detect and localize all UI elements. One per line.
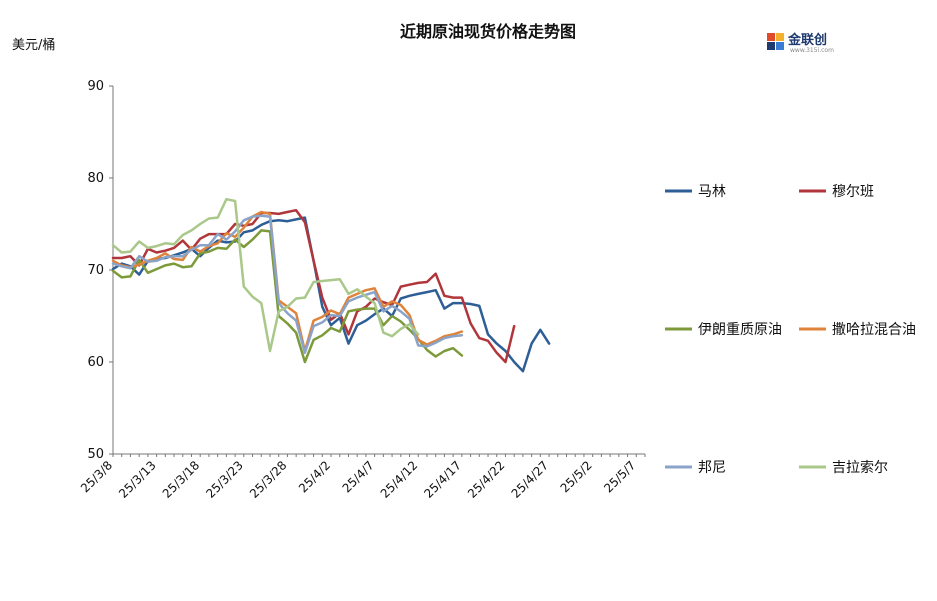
- logo-mark-blue: [767, 42, 775, 50]
- x-tick-label: 25/4/2: [296, 458, 333, 495]
- series-line: [111, 208, 516, 364]
- logo-mark-red: [767, 33, 775, 41]
- legend-label: 吉拉索尔: [832, 459, 888, 476]
- x-tick-label: 25/3/8: [78, 458, 115, 495]
- legend-label: 伊朗重质原油: [698, 322, 782, 338]
- x-tick-label: 25/5/2: [558, 458, 595, 495]
- x-tick-label: 25/3/28: [247, 458, 290, 501]
- y-tick-label: 60: [87, 355, 104, 370]
- x-tick-label: 25/4/17: [421, 458, 464, 501]
- y-tick-label: 90: [87, 79, 104, 94]
- x-tick-label: 25/3/18: [160, 458, 203, 501]
- brand-logo: 金联创 www.315i.com: [767, 32, 834, 54]
- legend-label: 邦尼: [698, 460, 726, 476]
- series-line: [111, 216, 551, 373]
- logo-mark-yellow: [776, 33, 784, 41]
- logo-mark-lightblue: [776, 42, 784, 50]
- chart-title: 近期原油现货价格走势图: [400, 22, 576, 41]
- series-line: [111, 197, 420, 353]
- x-tick-label: 25/4/7: [340, 458, 377, 495]
- y-axis-unit: 美元/桶: [12, 38, 55, 53]
- x-tick-label: 25/3/23: [203, 458, 246, 501]
- y-tick-label: 50: [87, 447, 104, 462]
- series-line: [111, 229, 464, 364]
- y-tick-label: 80: [87, 171, 104, 186]
- logo-url: www.315i.com: [790, 47, 834, 54]
- logo-name: 金联创: [787, 32, 827, 48]
- x-tick-label: 25/5/7: [601, 458, 638, 495]
- legend-label: 马林: [698, 184, 726, 200]
- legend-label: 穆尔班: [832, 184, 874, 200]
- series-line: [111, 214, 464, 355]
- series-layer: [111, 197, 551, 373]
- x-tick-label: 25/3/13: [116, 458, 159, 501]
- x-tick-label: 25/4/27: [509, 458, 552, 501]
- y-tick-label: 70: [87, 263, 104, 278]
- x-tick-label: 25/4/22: [465, 458, 508, 501]
- legend-label: 撒哈拉混合油: [832, 322, 916, 338]
- x-tick-label: 25/4/12: [378, 458, 421, 501]
